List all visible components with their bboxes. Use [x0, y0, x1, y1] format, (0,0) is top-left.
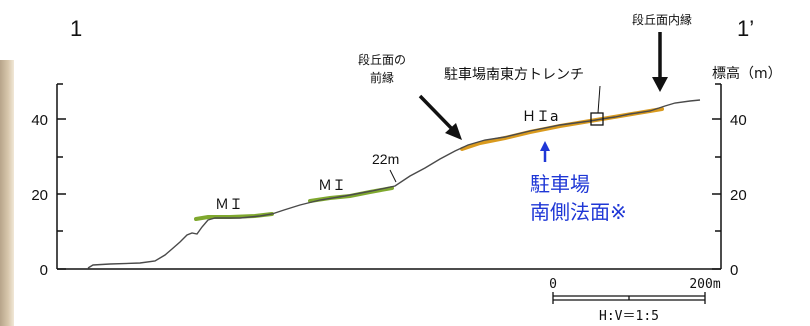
- section-end-label: 1’: [737, 16, 754, 41]
- scale-bar: [552, 292, 706, 304]
- trench-label: 駐車場南東方トレンチ: [444, 66, 584, 83]
- left-tick-0: 0: [40, 262, 48, 279]
- terrace-label-mi-mid: ＭＩ: [318, 178, 346, 194]
- scale-start-label: 0: [549, 277, 557, 292]
- right-tick-0: 0: [730, 262, 738, 279]
- parking-slope-label-line1: 駐車場: [530, 172, 590, 196]
- map-edge-strip: [0, 60, 14, 326]
- terrace-front-edge-label-line1: 段丘面の: [358, 52, 406, 67]
- left-tick-20: 20: [31, 187, 48, 204]
- section-start-label: 1: [70, 16, 82, 41]
- trench-leader: [597, 85, 601, 114]
- terrace-label-hia: ＨＩa: [522, 109, 559, 125]
- elevation-22m-label: 22m: [372, 151, 399, 167]
- right-axis-ticks: [712, 83, 721, 270]
- trench-location-box: [590, 112, 604, 126]
- elevation-unit-label: 標高（m）: [712, 65, 782, 82]
- right-tick-20: 20: [730, 187, 747, 204]
- scale-end-label: 200m: [689, 277, 720, 292]
- terrace-inner-edge-label: 段丘面内縁: [632, 12, 692, 27]
- elevation-22m-leader: [389, 169, 397, 183]
- terrain-profile-line: [87, 99, 701, 269]
- terrace-front-edge-arrow: [418, 94, 462, 140]
- parking-slope-arrow: [540, 141, 550, 162]
- terrace-label-mi-left: ＭＩ: [215, 197, 243, 213]
- terrace-front-edge-label-line2: 前縁: [370, 70, 394, 85]
- right-tick-40: 40: [730, 112, 747, 129]
- left-axis-ticks: [57, 83, 66, 270]
- terrace-hia-surface: [460, 107, 664, 151]
- scale-ratio-label: H:V＝1:5: [599, 309, 659, 324]
- left-tick-40: 40: [31, 112, 48, 129]
- terrace-inner-edge-arrow: [652, 32, 668, 92]
- parking-slope-label-line2: 南側法面※: [530, 200, 627, 224]
